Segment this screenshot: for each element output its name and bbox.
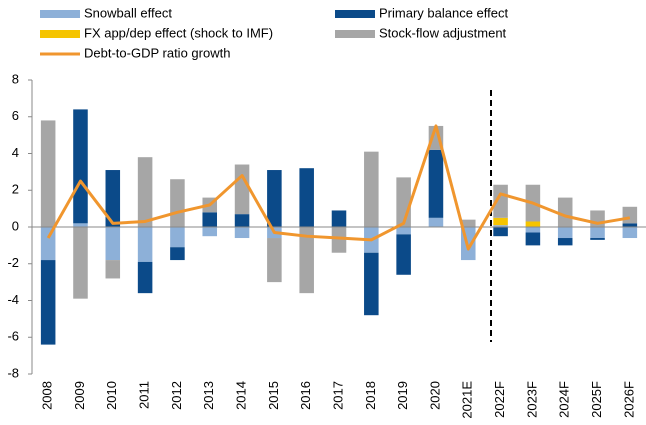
bar-segment (202, 212, 218, 227)
bar-segment (525, 232, 541, 246)
bar-segment (460, 219, 476, 227)
bar-segment (234, 227, 250, 239)
y-tick-label: -4 (7, 292, 19, 307)
bar-segment (170, 227, 185, 248)
y-tick-label: -2 (7, 255, 19, 270)
x-tick-label: 2012 (169, 381, 184, 410)
bar-segment (299, 227, 314, 294)
x-tick-label: 2014 (233, 381, 248, 410)
bar-segment (622, 206, 638, 224)
x-tick-label: 2018 (363, 381, 378, 410)
bar-segment (170, 247, 185, 261)
legend-label: Debt-to-GDP ratio growth (84, 45, 230, 60)
bar-segment (396, 227, 411, 235)
bar-segment (105, 260, 121, 279)
bar-segment (267, 238, 282, 283)
x-tick-label: 2019 (395, 381, 410, 410)
bar-segment (267, 170, 282, 227)
bar-segment (331, 210, 347, 227)
x-tick-label: 2013 (201, 381, 216, 410)
legend-swatch (335, 30, 375, 38)
bar-segment (137, 261, 153, 294)
bar-segment (73, 109, 88, 224)
bar-segment (40, 227, 56, 261)
bar-segment (234, 214, 250, 227)
bar-segment (622, 223, 638, 227)
bar-segment (202, 227, 218, 237)
bar-segment (73, 223, 88, 227)
bar-segment (40, 120, 56, 227)
legend-swatch (40, 10, 80, 18)
x-tick-label: 2016 (298, 381, 313, 410)
bar-segment (331, 227, 347, 253)
bar-segment (493, 184, 508, 218)
x-tick-label: 2009 (72, 381, 87, 410)
bar-segment (525, 221, 541, 227)
legend-label: Snowball effect (84, 5, 172, 20)
line-series (46, 124, 631, 251)
bar-segment (525, 227, 541, 233)
bar-segment (137, 227, 153, 262)
x-tick-label: 2017 (330, 381, 345, 410)
bar-segment (234, 164, 250, 215)
x-tick-label: 2011 (137, 381, 152, 409)
x-tick-label: 2015 (266, 381, 281, 410)
bar-segment (396, 234, 411, 275)
x-tick-label: 2010 (104, 381, 119, 410)
bar-segment (590, 238, 605, 240)
bar-segment (137, 157, 153, 227)
y-tick-label: 0 (12, 218, 19, 233)
y-tick-label: 2 (12, 182, 19, 197)
bar-segment (105, 170, 121, 227)
x-tick-label: 2022F (492, 381, 507, 418)
legend-label: Stock-flow adjustment (379, 25, 507, 40)
x-tick-label: 2026F (621, 381, 636, 418)
bar-segment (40, 260, 56, 345)
bar-segment (493, 217, 508, 226)
bar-segment (364, 151, 379, 227)
legend-swatch (335, 10, 375, 18)
bar-segment (590, 227, 605, 239)
bar-segment (557, 238, 573, 246)
bar-segment (557, 227, 573, 239)
x-tick-label: 2024F (557, 381, 572, 418)
x-tick-label: 2020 (427, 381, 442, 410)
legend-label: Primary balance effect (379, 5, 508, 20)
bar-segment (622, 227, 638, 239)
bar-segment (170, 179, 185, 227)
legend-swatch (40, 30, 80, 38)
bar-segment (105, 227, 121, 261)
bar-segment (428, 149, 444, 218)
bar-segment (493, 225, 508, 227)
bar-segment (364, 252, 379, 316)
y-tick-label: -8 (7, 365, 19, 380)
x-tick-label: 2023F (524, 381, 539, 418)
legend-label: FX app/dep effect (shock to IMF) (84, 25, 273, 40)
y-tick-label: 8 (12, 71, 19, 86)
bar-segment (299, 168, 314, 227)
y-tick-label: 6 (12, 108, 19, 123)
bar-segment (73, 227, 88, 299)
x-tick-label: 2021E (460, 381, 475, 419)
x-tick-label: 2008 (40, 381, 55, 410)
y-tick-label: 4 (12, 145, 19, 160)
y-tick-label: -6 (7, 329, 19, 344)
bar-segment (428, 217, 444, 227)
x-tick-label: 2025F (589, 381, 604, 418)
bar-segment (493, 227, 508, 237)
bar-segment (557, 197, 573, 227)
